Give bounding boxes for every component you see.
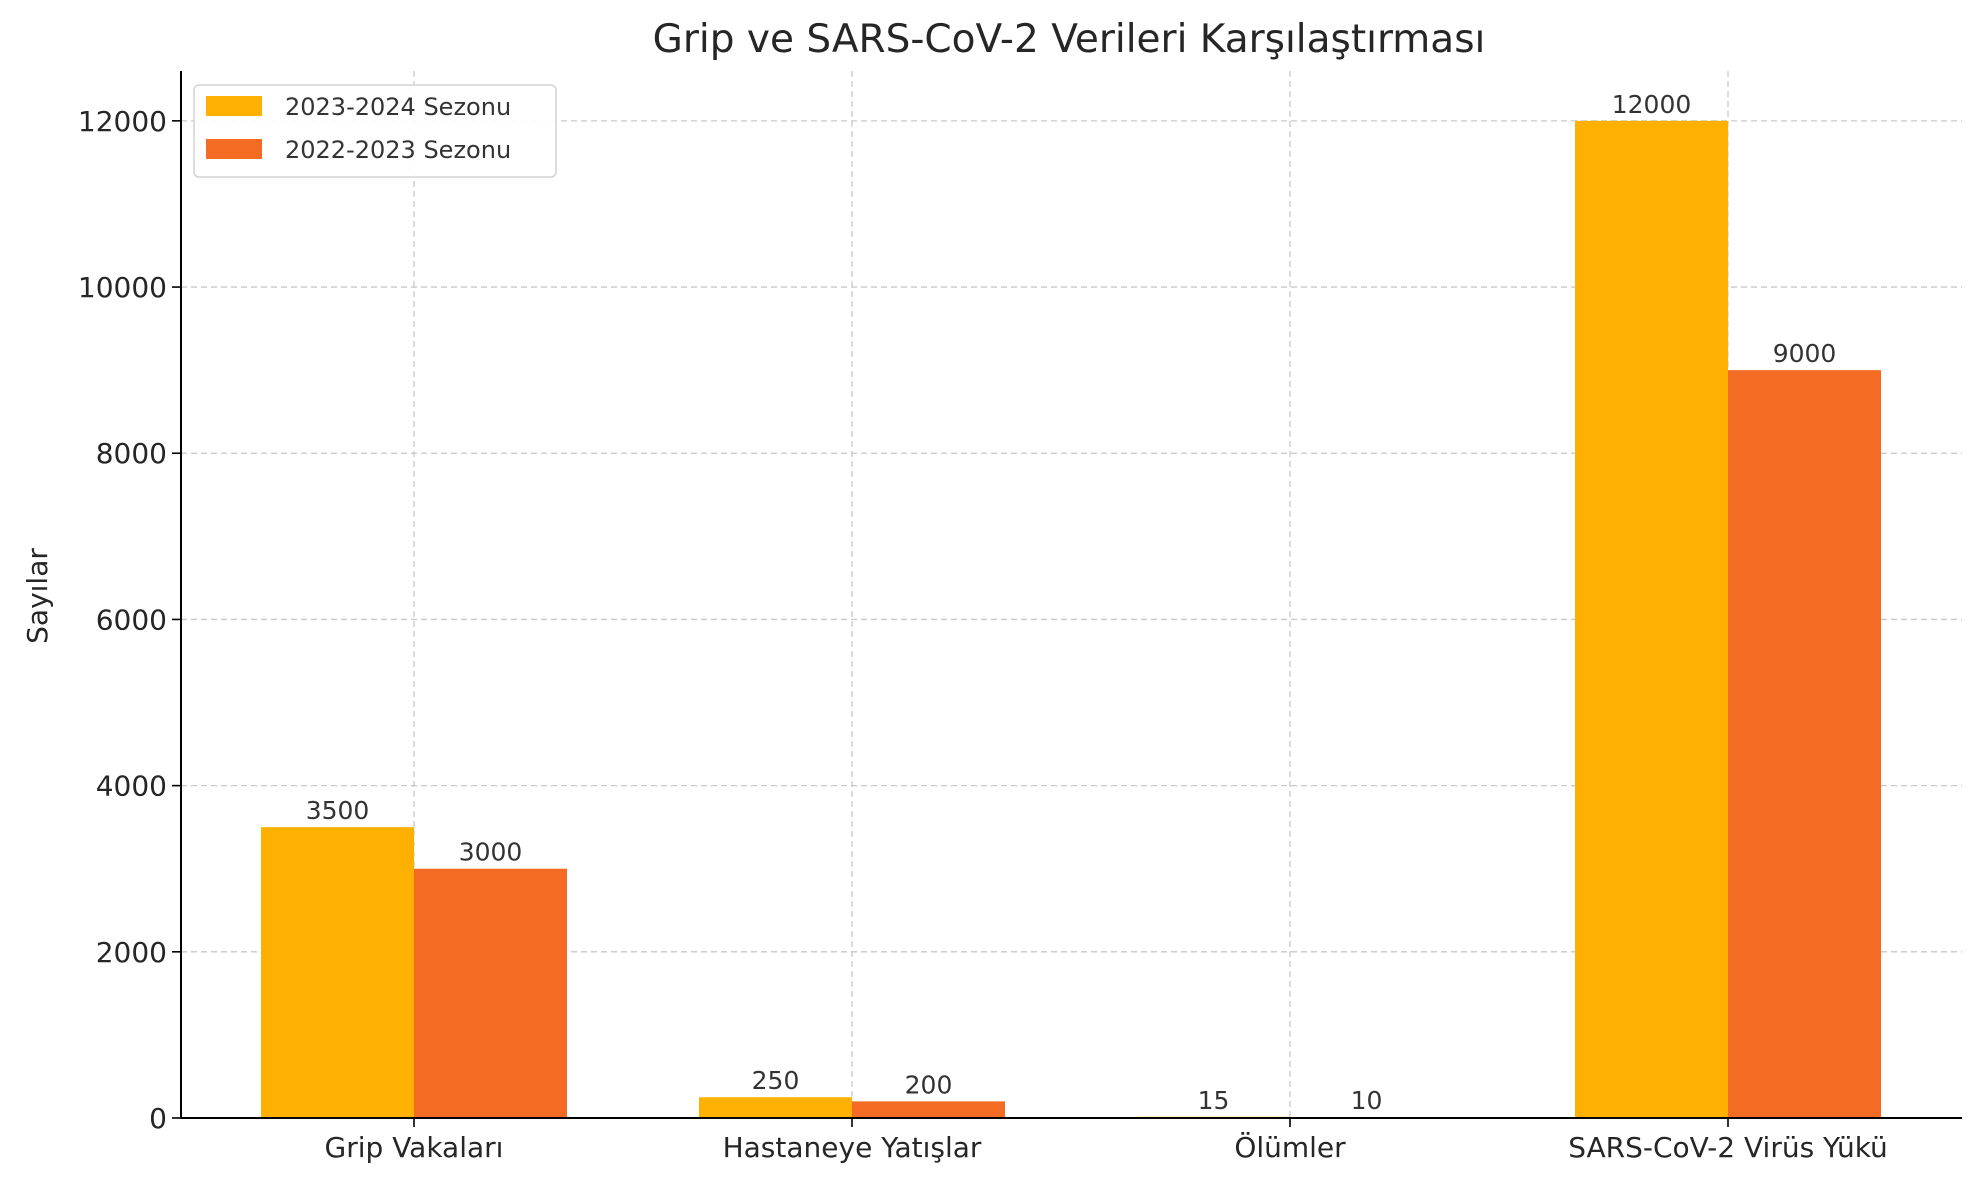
- x-tick-label: Grip Vakaları: [325, 1131, 504, 1164]
- y-axis-label: Sayılar: [21, 548, 54, 644]
- bars: [261, 120, 1881, 1119]
- chart-title: Grip ve SARS-CoV-2 Verileri Karşılaştırm…: [653, 17, 1486, 62]
- data-labels: 3500 250 15 12000 3000 200 10 9000: [306, 90, 1837, 1115]
- x-tick-label: Hastaneye Yatışlar: [723, 1131, 982, 1164]
- bar-value-label: 12000: [1612, 90, 1692, 119]
- legend-swatch: [206, 139, 262, 159]
- y-tick-label: 4000: [96, 770, 167, 803]
- legend-label: 2022-2023 Sezonu: [285, 136, 511, 164]
- y-tick-label: 8000: [96, 437, 167, 470]
- y-tick-label: 6000: [96, 603, 167, 636]
- legend-box: [193, 84, 557, 178]
- bar-value-label: 3500: [306, 796, 370, 825]
- legend: 2023-2024 Sezonu 2022-2023 Sezonu: [193, 84, 557, 178]
- bar: [699, 1097, 852, 1118]
- y-tick-label: 2000: [96, 936, 167, 969]
- bar-value-label: 9000: [1773, 339, 1837, 368]
- bar: [1728, 370, 1881, 1119]
- x-tick-label: SARS-CoV-2 Virüs Yükü: [1568, 1131, 1888, 1164]
- bar: [261, 827, 414, 1118]
- bar-value-label: 250: [752, 1066, 800, 1095]
- axes: 0 2000 4000 6000 8000 10000 12000 Grip Vakaları…: [78, 71, 1962, 1164]
- bar: [414, 868, 567, 1118]
- bar-value-label: 10: [1351, 1086, 1383, 1115]
- bar: [1575, 120, 1728, 1119]
- legend-swatch: [206, 96, 262, 116]
- legend-label: 2023-2024 Sezonu: [285, 93, 511, 121]
- bar-value-label: 3000: [459, 838, 523, 867]
- x-tick-label: Ölümler: [1234, 1130, 1346, 1164]
- bar: [852, 1101, 1005, 1118]
- y-tick-label: 12000: [78, 105, 167, 138]
- y-tick-label: 10000: [78, 271, 167, 304]
- bar-value-label: 200: [905, 1070, 953, 1099]
- y-tick-label: 0: [149, 1102, 167, 1135]
- bar-value-label: 15: [1198, 1086, 1230, 1115]
